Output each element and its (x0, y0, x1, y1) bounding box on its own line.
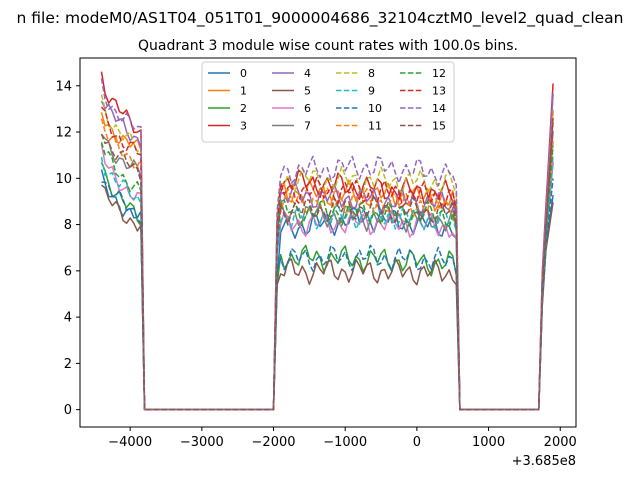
axes-frame (79, 57, 577, 428)
legend-label-4: 4 (304, 67, 311, 80)
legend-label-0: 0 (240, 67, 247, 80)
y-axis: 0 2 4 6 8 10 12 14 (55, 79, 80, 418)
y-tick-label: 6 (64, 264, 72, 279)
y-tick-label: 4 (64, 311, 72, 326)
legend-label-6: 6 (304, 102, 311, 115)
y-tick-label: 0 (64, 403, 72, 418)
legend-label-14: 14 (432, 102, 446, 115)
y-tick-label: 2 (64, 357, 72, 372)
legend-label-8: 8 (368, 67, 375, 80)
series-line-6 (100, 143, 554, 411)
legend-box (201, 61, 455, 143)
plot-area (100, 71, 554, 411)
legend-label-11: 11 (368, 120, 382, 133)
x-tick-label: 2000 (544, 435, 577, 450)
chart-suptitle: n file: modeM0/AS1T04_051T01_9000004686_… (17, 9, 624, 28)
series-line-15 (100, 122, 554, 411)
y-tick-label: 10 (55, 172, 72, 187)
x-axis: −4000 −3000 −2000 −1000 0 1000 2000 (108, 427, 577, 450)
legend-label-10: 10 (368, 102, 382, 115)
series-line-12 (100, 142, 554, 411)
x-tick-label: −4000 (108, 435, 152, 450)
chart-title: Quadrant 3 module wise count rates with … (138, 38, 518, 54)
x-tick-label: 1000 (472, 435, 505, 450)
x-tick-label: −1000 (323, 435, 367, 450)
legend-label-9: 9 (368, 85, 375, 98)
x-tick-label: −3000 (180, 435, 224, 450)
legend-label-7: 7 (304, 120, 311, 133)
legend-label-5: 5 (304, 85, 311, 98)
series-line-1 (100, 111, 554, 411)
legend-label-15: 15 (432, 120, 446, 133)
x-offset-label: +3.685e8 (512, 454, 576, 469)
series-line-0 (100, 169, 554, 411)
y-tick-label: 12 (55, 126, 72, 141)
series-line-7 (100, 131, 554, 411)
legend-label-3: 3 (240, 120, 247, 133)
series-line-14 (100, 78, 554, 411)
legend-label-1: 1 (240, 85, 247, 98)
legend-label-12: 12 (432, 67, 446, 80)
legend-label-13: 13 (432, 85, 446, 98)
legend-label-2: 2 (240, 102, 247, 115)
x-tick-label: −2000 (252, 435, 296, 450)
x-tick-label: 0 (413, 435, 421, 450)
y-tick-label: 8 (64, 218, 72, 233)
y-tick-label: 14 (55, 79, 72, 94)
